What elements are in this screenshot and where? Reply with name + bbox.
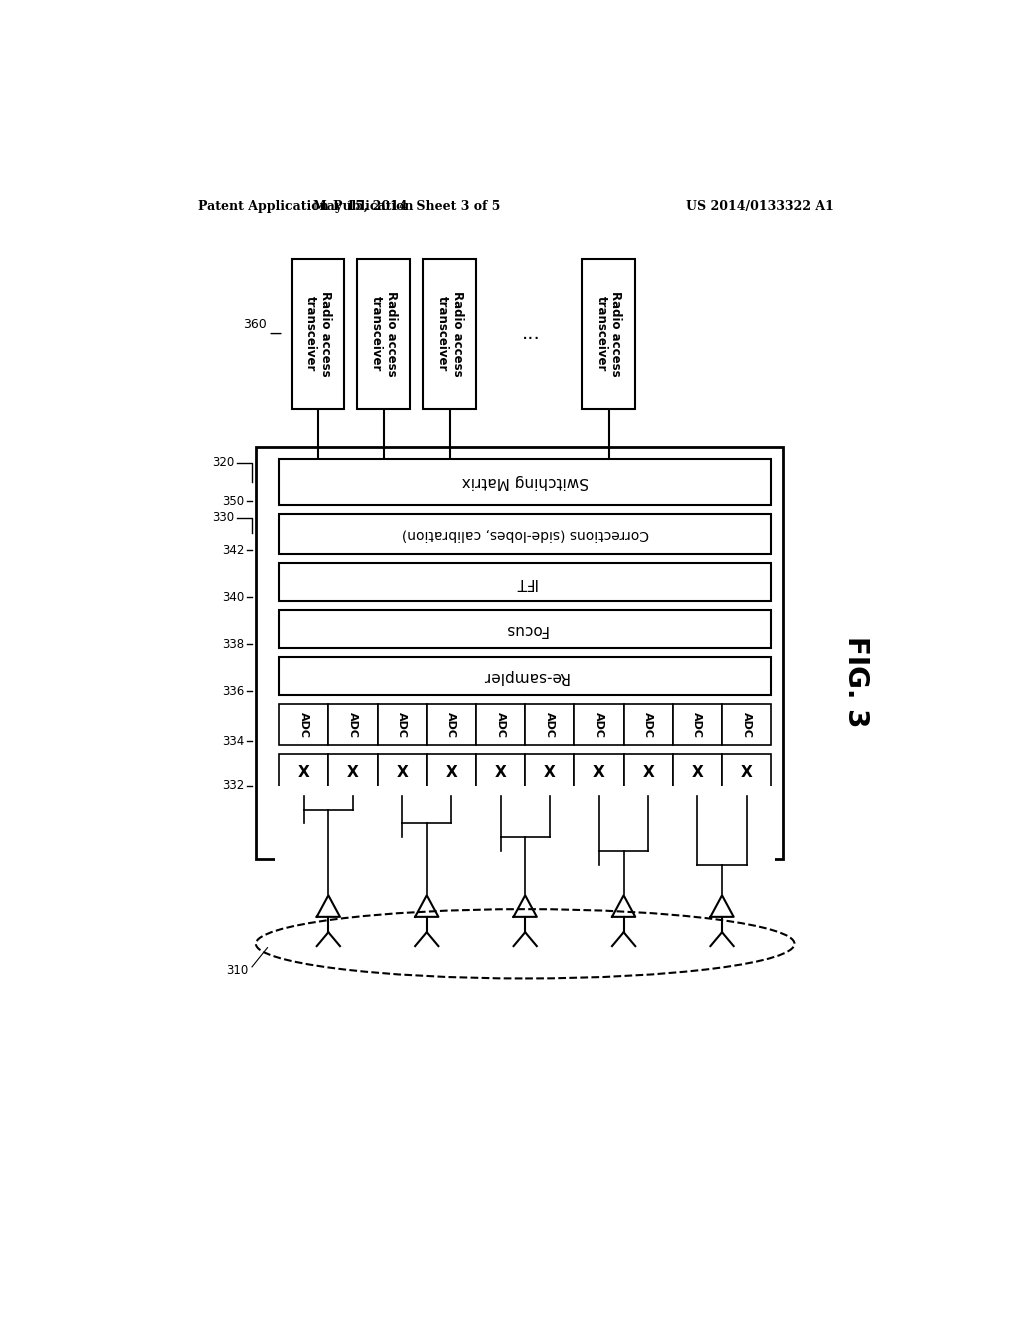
Text: ADC: ADC [446,711,457,738]
Text: ADC: ADC [348,711,358,738]
Text: Switching Matrix: Switching Matrix [462,474,589,490]
Text: 334: 334 [222,735,245,748]
Text: ...: ... [521,325,541,343]
Text: ADC: ADC [299,711,308,738]
Text: 336: 336 [222,685,245,698]
Text: X: X [396,764,408,780]
Bar [357,259,410,409]
Text: 342: 342 [222,544,245,557]
Bar [574,705,624,744]
Bar [292,259,344,409]
Text: 312: 312 [298,880,321,894]
Text: ADC: ADC [741,711,752,738]
Text: ADC: ADC [594,711,604,738]
Bar [673,705,722,744]
Text: X: X [740,764,753,780]
Text: Radio access
transceiver: Radio access transceiver [304,290,332,376]
Bar [525,705,574,744]
Text: X: X [691,764,703,780]
Text: ADC: ADC [692,711,702,738]
Bar [722,705,771,744]
Text: Radio access
transceiver: Radio access transceiver [435,290,464,376]
Text: ADC: ADC [643,711,653,738]
Text: Radio access
transceiver: Radio access transceiver [370,290,397,376]
Text: US 2014/0133322 A1: US 2014/0133322 A1 [686,199,834,213]
Text: X: X [642,764,654,780]
Bar [427,755,476,789]
Bar [280,459,771,506]
Bar [280,657,771,696]
Bar [378,705,427,744]
Bar [280,515,771,554]
Text: 350: 350 [222,495,245,508]
Text: 340: 340 [222,591,245,603]
Text: 338: 338 [222,638,245,651]
Text: ADC: ADC [397,711,408,738]
Text: X: X [544,764,556,780]
Text: FIG. 3: FIG. 3 [843,636,870,727]
Text: 330: 330 [212,511,234,524]
Bar [574,755,624,789]
Text: X: X [495,764,507,780]
Bar [378,755,427,789]
Bar [275,785,775,898]
Bar [329,705,378,744]
Bar [280,705,329,744]
Bar [476,705,525,744]
Bar [673,755,722,789]
Bar [427,705,476,744]
Bar [423,259,476,409]
Bar [624,755,673,789]
Bar [280,755,329,789]
Text: 310: 310 [226,964,248,977]
Text: Corrections (side-lobes, calibration): Corrections (side-lobes, calibration) [401,527,649,541]
Text: ADC: ADC [496,711,506,738]
Bar [256,447,783,859]
Bar [280,610,771,648]
Bar [722,755,771,789]
Bar [476,755,525,789]
Text: X: X [593,764,605,780]
Text: 332: 332 [222,779,245,792]
Bar [624,705,673,744]
Text: Patent Application Publication: Patent Application Publication [198,199,414,213]
Text: Radio access
transceiver: Radio access transceiver [595,290,623,376]
Bar [275,785,775,898]
Text: 360: 360 [243,318,266,331]
Text: 314: 314 [335,880,357,894]
Text: Focus: Focus [504,622,547,636]
Text: X: X [347,764,358,780]
Text: IFT: IFT [514,574,537,590]
Bar [583,259,635,409]
Text: X: X [298,764,309,780]
Text: Re-sampler: Re-sampler [481,669,568,684]
Bar [525,755,574,789]
Text: X: X [445,764,458,780]
Bar [329,755,378,789]
Text: May 15, 2014  Sheet 3 of 5: May 15, 2014 Sheet 3 of 5 [313,199,501,213]
Text: 320: 320 [212,455,234,469]
Bar [280,564,771,601]
Text: ADC: ADC [545,711,555,738]
